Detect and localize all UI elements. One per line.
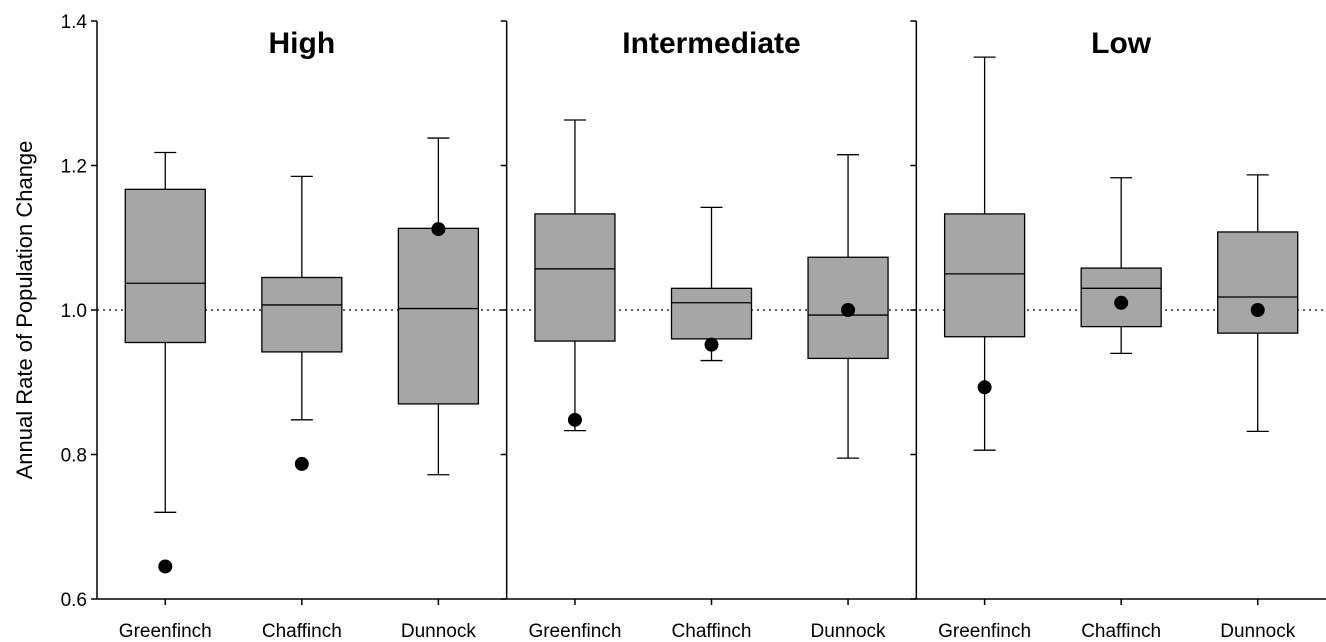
box-item <box>261 175 343 471</box>
y-tick-label: 0.6 <box>61 590 87 611</box>
box-group <box>124 56 1299 574</box>
category-label: Greenfinch <box>119 621 212 642</box>
data-point <box>841 303 856 317</box>
data-point <box>158 559 173 574</box>
data-point <box>704 337 719 352</box>
axes-group <box>91 20 1326 605</box>
box <box>261 276 343 353</box>
category-label: Dunnock <box>811 621 886 642</box>
category-label: Greenfinch <box>528 621 621 642</box>
box-item <box>1080 177 1162 355</box>
y-tick-label: 0.8 <box>61 446 87 467</box>
category-label: Greenfinch <box>938 621 1031 642</box>
category-label: Chaffinch <box>262 621 342 642</box>
category-label: Dunnock <box>1220 621 1295 642</box>
y-tick-label: 1.4 <box>61 12 88 33</box>
box-item <box>1217 174 1299 433</box>
box <box>124 188 206 344</box>
box <box>534 213 616 342</box>
y-tick-label: 1.0 <box>61 301 87 322</box>
data-point <box>1250 303 1265 317</box>
box <box>943 213 1026 338</box>
data-point <box>977 380 992 395</box>
box <box>397 227 480 405</box>
panel-title: Intermediate <box>622 27 800 60</box>
category-label: Chaffinch <box>1081 621 1161 642</box>
box-item <box>943 56 1026 451</box>
box-item <box>397 137 480 476</box>
box-item <box>124 151 206 574</box>
box-item <box>670 206 753 362</box>
box <box>670 287 753 340</box>
data-point <box>431 222 446 237</box>
data-point <box>567 412 582 427</box>
y-axis-title: Annual Rate of Population Change <box>12 141 37 480</box>
data-point <box>1114 295 1129 310</box>
category-label: Chaffinch <box>672 621 752 642</box>
category-label: Dunnock <box>401 621 476 642</box>
label-group: 0.6 0.8 1.0 1.2 1.4 Annual Rate of Population… <box>12 12 1296 642</box>
panel-title: Low <box>1091 27 1152 60</box>
box-item <box>534 119 616 432</box>
box <box>1217 231 1299 334</box>
panel-title: High <box>269 27 336 60</box>
data-point <box>294 456 309 471</box>
y-tick-label: 1.2 <box>61 157 87 178</box>
box-item <box>807 154 889 459</box>
